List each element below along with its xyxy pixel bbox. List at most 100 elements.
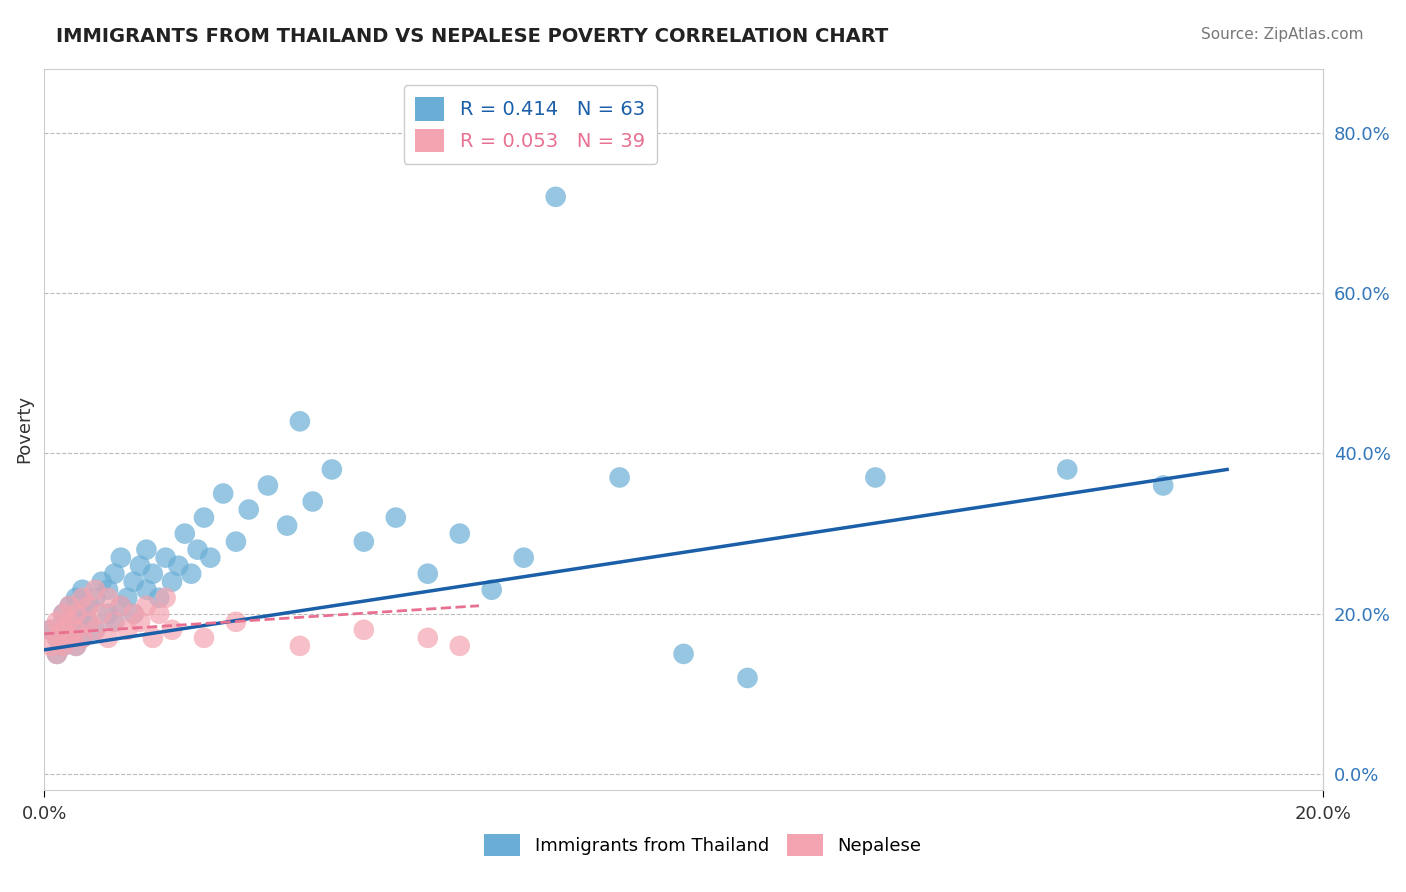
Point — [193, 631, 215, 645]
Point — [481, 582, 503, 597]
Point — [544, 190, 567, 204]
Point — [115, 591, 138, 605]
Point — [193, 510, 215, 524]
Point — [142, 631, 165, 645]
Point — [72, 582, 94, 597]
Point — [72, 591, 94, 605]
Point — [97, 591, 120, 605]
Point — [865, 470, 887, 484]
Point — [110, 599, 132, 613]
Point — [97, 582, 120, 597]
Point — [135, 542, 157, 557]
Point — [39, 623, 62, 637]
Point — [160, 574, 183, 589]
Text: IMMIGRANTS FROM THAILAND VS NEPALESE POVERTY CORRELATION CHART: IMMIGRANTS FROM THAILAND VS NEPALESE POV… — [56, 27, 889, 45]
Point — [45, 631, 67, 645]
Point — [90, 574, 112, 589]
Point — [115, 623, 138, 637]
Point — [257, 478, 280, 492]
Point — [1056, 462, 1078, 476]
Point — [288, 414, 311, 428]
Legend: Immigrants from Thailand, Nepalese: Immigrants from Thailand, Nepalese — [475, 825, 931, 865]
Point — [59, 623, 82, 637]
Point — [416, 566, 439, 581]
Point — [45, 631, 67, 645]
Point — [155, 591, 177, 605]
Point — [737, 671, 759, 685]
Point — [135, 599, 157, 613]
Point — [39, 639, 62, 653]
Point — [59, 631, 82, 645]
Point — [353, 534, 375, 549]
Point — [148, 591, 170, 605]
Point — [187, 542, 209, 557]
Point — [52, 607, 75, 621]
Point — [160, 623, 183, 637]
Point — [59, 615, 82, 629]
Text: Source: ZipAtlas.com: Source: ZipAtlas.com — [1201, 27, 1364, 42]
Point — [110, 550, 132, 565]
Point — [52, 623, 75, 637]
Point — [200, 550, 222, 565]
Point — [39, 623, 62, 637]
Point — [59, 631, 82, 645]
Point — [122, 607, 145, 621]
Point — [72, 631, 94, 645]
Point — [65, 615, 87, 629]
Point — [416, 631, 439, 645]
Point — [512, 550, 534, 565]
Point — [103, 566, 125, 581]
Point — [97, 607, 120, 621]
Point — [1152, 478, 1174, 492]
Point — [129, 558, 152, 573]
Point — [65, 607, 87, 621]
Point — [288, 639, 311, 653]
Point — [173, 526, 195, 541]
Y-axis label: Poverty: Poverty — [15, 395, 32, 464]
Point — [65, 639, 87, 653]
Point — [65, 639, 87, 653]
Point — [103, 615, 125, 629]
Point — [77, 615, 100, 629]
Point — [135, 582, 157, 597]
Point — [45, 615, 67, 629]
Point — [52, 615, 75, 629]
Point — [276, 518, 298, 533]
Point — [609, 470, 631, 484]
Point — [672, 647, 695, 661]
Point — [52, 639, 75, 653]
Point — [59, 599, 82, 613]
Point — [155, 550, 177, 565]
Point — [449, 526, 471, 541]
Point — [225, 615, 247, 629]
Point — [321, 462, 343, 476]
Point — [212, 486, 235, 500]
Point — [84, 591, 107, 605]
Point — [52, 607, 75, 621]
Point — [65, 591, 87, 605]
Point — [45, 647, 67, 661]
Point — [122, 574, 145, 589]
Point — [45, 647, 67, 661]
Point — [167, 558, 190, 573]
Point — [225, 534, 247, 549]
Point — [77, 599, 100, 613]
Point — [84, 623, 107, 637]
Point — [103, 615, 125, 629]
Point — [122, 607, 145, 621]
Point — [72, 607, 94, 621]
Point — [65, 623, 87, 637]
Point — [97, 631, 120, 645]
Point — [449, 639, 471, 653]
Point — [301, 494, 323, 508]
Point — [59, 599, 82, 613]
Point — [142, 566, 165, 581]
Point — [238, 502, 260, 516]
Legend: R = 0.414   N = 63, R = 0.053   N = 39: R = 0.414 N = 63, R = 0.053 N = 39 — [404, 86, 657, 164]
Point — [90, 607, 112, 621]
Point — [129, 615, 152, 629]
Point — [84, 623, 107, 637]
Point — [77, 599, 100, 613]
Point — [77, 615, 100, 629]
Point — [180, 566, 202, 581]
